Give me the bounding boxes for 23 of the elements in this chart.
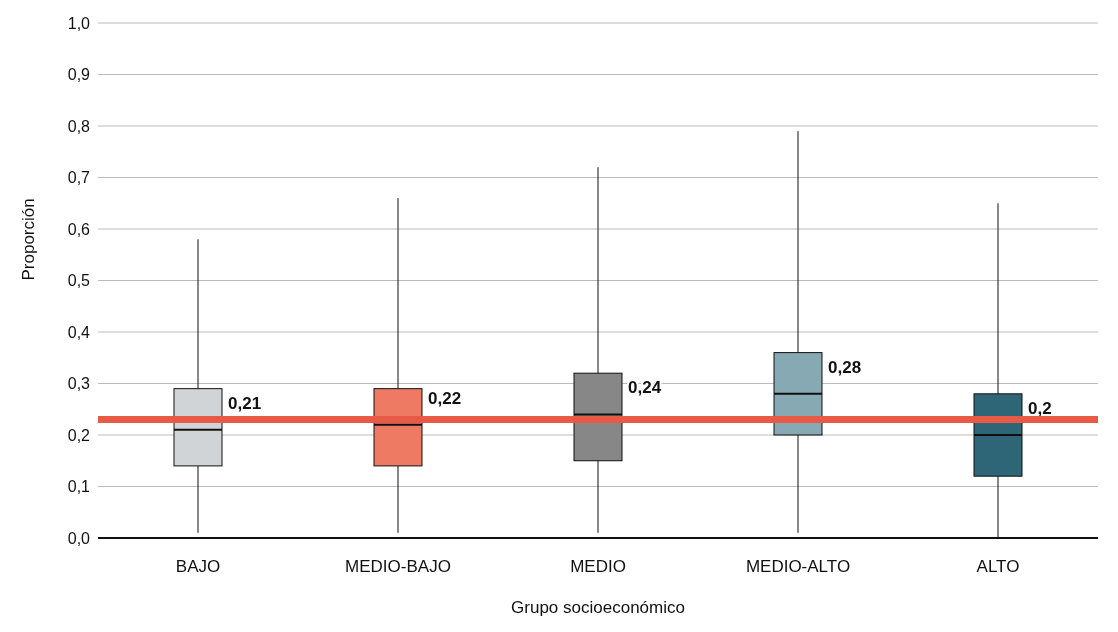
text: 0,22 [428,388,462,408]
y-tick-label: 0,9 [67,66,91,84]
y-tick-label: 0,2 [67,426,91,444]
text: 0,28 [828,357,862,377]
text: 0,2 [1028,399,1052,418]
y-tick-label: 0,6 [67,220,91,238]
y-tick-label: 0,0 [67,529,91,547]
x-tick-label: MEDIO-ALTO [745,557,851,577]
y-axis-title: Proporción [19,198,39,281]
x-tick-label: ALTO [976,557,1020,577]
x-tick-label: BAJO [175,557,221,577]
text: 0,24 [628,378,662,398]
x-axis-title: Grupo socioeconómico [511,598,685,617]
y-tick-label: 0,4 [67,323,91,341]
y-tick-label: 0,5 [67,272,91,290]
y-tick-label: 1,0 [67,14,91,32]
y-tick-label: 0,1 [67,478,91,496]
x-tick-label: MEDIO-BAJO [345,557,451,577]
text: 0,21 [228,393,262,413]
y-tick-label: 0,3 [67,375,91,393]
y-tick-label: 0,7 [67,169,91,187]
y-tick-label: 0,8 [67,117,91,135]
x-tick-label: MEDIO [570,557,626,577]
